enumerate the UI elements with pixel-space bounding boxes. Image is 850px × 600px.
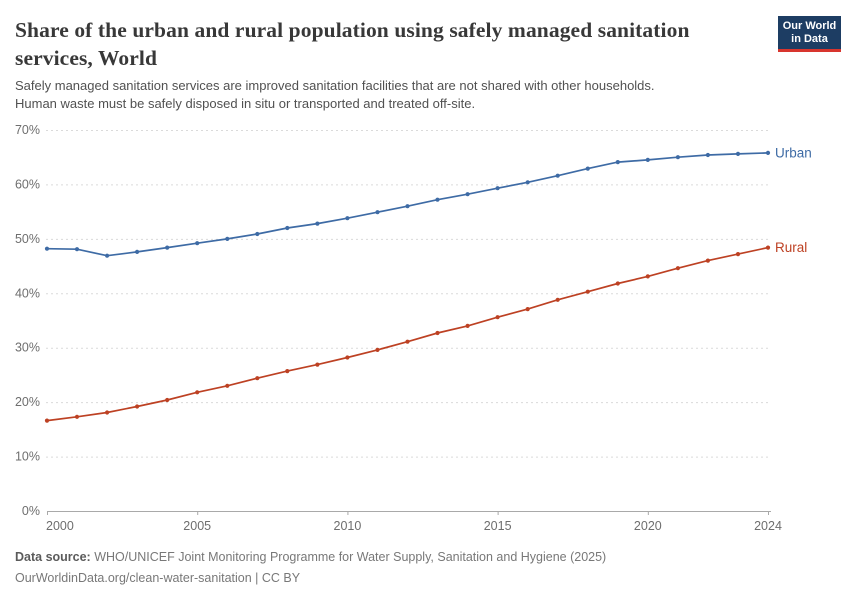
data-point-urban-2000[interactable]	[44, 246, 50, 251]
data-point-rural-2001[interactable]	[74, 414, 80, 419]
data-source-label: Data source:	[15, 550, 91, 564]
data-point-urban-2015[interactable]	[495, 186, 500, 191]
data-point-urban-2005[interactable]	[195, 241, 200, 246]
owid-logo-line1: Our World	[782, 20, 837, 32]
data-point-urban-2023[interactable]	[735, 151, 741, 156]
data-point-rural-2008[interactable]	[285, 369, 290, 374]
owid-logo[interactable]: Our World in Data	[778, 16, 841, 52]
data-point-rural-2011[interactable]	[375, 347, 380, 352]
y-tick-label-40: 40%	[15, 286, 40, 300]
y-tick-label-30: 30%	[15, 341, 40, 355]
data-point-urban-2007[interactable]	[255, 231, 260, 237]
y-tick-label-60: 60%	[15, 177, 40, 191]
series-label-urban[interactable]: Urban	[775, 145, 812, 160]
data-source-text: WHO/UNICEF Joint Monitoring Programme fo…	[90, 550, 607, 564]
data-point-rural-2009[interactable]	[315, 362, 320, 367]
data-point-rural-2015[interactable]	[495, 315, 500, 320]
data-point-rural-2014[interactable]	[465, 323, 470, 328]
data-point-rural-2007[interactable]	[255, 376, 260, 381]
data-point-urban-2011[interactable]	[375, 210, 380, 215]
footer-url-line[interactable]: OurWorldinData.org/clean-water-sanitatio…	[15, 570, 301, 585]
chart-title-line1: Share of the urban and rural population …	[15, 18, 690, 42]
x-tick-label-2024: 2024	[754, 519, 782, 533]
data-point-rural-2024[interactable]	[765, 245, 771, 250]
y-tick-label-0: 0%	[22, 504, 40, 518]
data-source-line: Data source: WHO/UNICEF Joint Monitoring…	[15, 547, 835, 568]
data-point-urban-2006[interactable]	[225, 236, 230, 241]
data-point-urban-2022[interactable]	[705, 152, 711, 158]
data-point-urban-2008[interactable]	[285, 225, 290, 231]
data-point-urban-2020[interactable]	[645, 157, 650, 162]
data-point-urban-2016[interactable]	[525, 180, 530, 185]
owid-logo-line2: in Data	[791, 33, 828, 45]
data-point-rural-2019[interactable]	[615, 281, 620, 286]
data-point-rural-2021[interactable]	[675, 266, 681, 271]
data-point-urban-2024[interactable]	[765, 150, 771, 155]
x-tick-label-2010: 2010	[334, 519, 362, 533]
data-point-rural-2010[interactable]	[345, 355, 350, 360]
chart-title-line2: services, World	[15, 46, 158, 70]
data-point-rural-2013[interactable]	[435, 330, 440, 336]
x-tick-label-2000: 2000	[46, 519, 74, 533]
data-point-rural-2012[interactable]	[405, 339, 410, 344]
data-point-urban-2001[interactable]	[74, 247, 80, 252]
data-point-urban-2003[interactable]	[135, 249, 140, 254]
data-point-urban-2018[interactable]	[585, 166, 590, 171]
data-point-rural-2017[interactable]	[555, 297, 560, 302]
y-tick-label-10: 10%	[15, 450, 40, 464]
series-line-rural[interactable]	[46, 246, 769, 422]
chart-footer: Data source: WHO/UNICEF Joint Monitoring…	[15, 547, 835, 588]
x-tick-label-2020: 2020	[634, 519, 662, 533]
data-point-rural-2002[interactable]	[105, 410, 110, 415]
data-point-urban-2002[interactable]	[105, 253, 110, 258]
data-point-rural-2022[interactable]	[705, 258, 711, 263]
data-point-urban-2012[interactable]	[405, 204, 410, 209]
series-label-rural[interactable]: Rural	[775, 240, 807, 255]
data-point-urban-2017[interactable]	[555, 173, 560, 178]
data-point-urban-2013[interactable]	[435, 197, 440, 202]
chart-title: Share of the urban and rural population …	[15, 16, 775, 72]
x-tick-label-2005: 2005	[183, 519, 211, 533]
data-point-rural-2016[interactable]	[525, 307, 530, 312]
chart-subtitle-line1: Safely managed sanitation services are i…	[15, 78, 655, 93]
data-point-urban-2009[interactable]	[315, 221, 320, 226]
data-point-rural-2018[interactable]	[585, 289, 590, 294]
chart-subtitle-line2: Human waste must be safely disposed in s…	[15, 95, 476, 111]
x-tick-label-2015: 2015	[484, 519, 512, 533]
chart-subtitle: Safely managed sanitation services are i…	[15, 77, 785, 112]
data-point-urban-2004[interactable]	[165, 245, 170, 250]
data-point-rural-2006[interactable]	[225, 383, 230, 388]
y-tick-label-50: 50%	[15, 232, 40, 246]
data-point-urban-2010[interactable]	[345, 216, 350, 221]
data-point-rural-2000[interactable]	[44, 418, 50, 423]
data-point-rural-2003[interactable]	[135, 404, 140, 409]
data-point-rural-2020[interactable]	[645, 274, 650, 279]
y-tick-label-20: 20%	[15, 395, 40, 409]
data-point-rural-2005[interactable]	[195, 390, 200, 395]
data-point-rural-2004[interactable]	[165, 397, 170, 403]
data-point-rural-2023[interactable]	[735, 252, 741, 257]
data-point-urban-2014[interactable]	[465, 192, 470, 197]
data-point-urban-2019[interactable]	[615, 160, 620, 165]
data-point-urban-2021[interactable]	[675, 155, 681, 160]
y-tick-label-70: 70%	[15, 123, 40, 137]
